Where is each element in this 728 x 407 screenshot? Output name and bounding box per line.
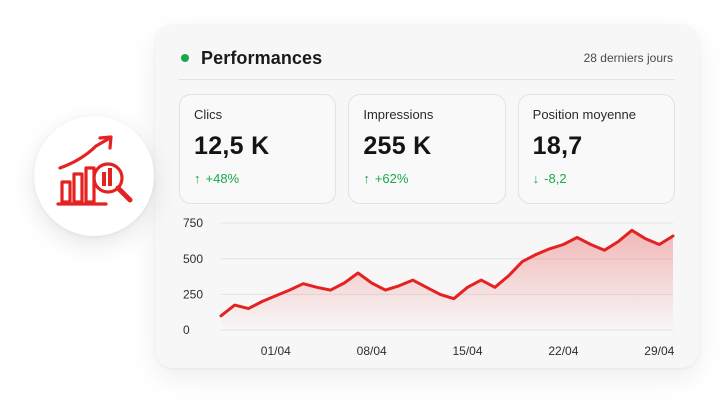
header-divider: [179, 79, 675, 80]
metric-card-average-position[interactable]: Position moyenne 18,7 ↓ -8,2: [517, 94, 675, 204]
x-tick-label: 15/04: [452, 344, 482, 358]
metric-card-impressions[interactable]: Impressions 255 K ↑ +62%: [348, 94, 506, 204]
series-area: [221, 230, 673, 330]
card-header: Performances 28 derniers jours: [181, 46, 673, 70]
metric-change: ↑ +62%: [363, 171, 490, 186]
arrow-up-icon: ↑: [194, 171, 201, 186]
metric-change-value: -8,2: [544, 171, 567, 186]
metric-change: ↑ +48%: [194, 171, 321, 186]
period-label[interactable]: 28 derniers jours: [583, 51, 673, 65]
metric-value: 18,7: [532, 132, 583, 160]
chart-svg: 0 250 500 750 01/04 08/04 15/04 22/04 29/04: [183, 216, 675, 358]
series-line: [219, 228, 675, 318]
status-dot: [181, 54, 189, 62]
metric-value: 255 K: [363, 132, 432, 160]
metric-change-value: +62%: [374, 171, 409, 186]
y-tick-label: 0: [183, 323, 190, 337]
metric-label: Position moyenne: [532, 107, 636, 122]
metric-value: 12,5 K: [194, 132, 270, 160]
metric-label: Impressions: [363, 107, 434, 122]
analytics-badge: [34, 116, 154, 236]
arrow-up-icon: ↑: [363, 171, 370, 186]
performance-chart: 0 250 500 750 01/04 08/04 15/04 22/04 29/04: [155, 210, 699, 368]
metric-card-clicks[interactable]: Clics 12,5 K ↑ +48%: [179, 94, 337, 204]
arrow-down-icon: ↓: [532, 171, 540, 186]
y-tick-label: 250: [183, 287, 203, 301]
metric-label: Clics: [194, 107, 223, 122]
y-tick-label: 750: [183, 216, 203, 230]
metric-change: ↓ -8,2: [533, 171, 660, 186]
y-tick-label: 500: [183, 252, 203, 266]
analytics-growth-search-icon: [56, 135, 133, 206]
x-tick-label: 22/04: [548, 344, 578, 358]
metrics-row: Clics 12,5 K ↑ +48% Impressions 255 K ↑ …: [179, 94, 675, 204]
x-tick-label: 01/04: [261, 344, 291, 358]
metric-change-value: +48%: [205, 171, 240, 186]
x-tick-label: 29/04: [644, 344, 674, 358]
performance-card: Performances 28 derniers jours Clics 12,…: [155, 24, 699, 368]
card-title: Performances: [201, 47, 323, 68]
x-tick-label: 08/04: [357, 344, 387, 358]
